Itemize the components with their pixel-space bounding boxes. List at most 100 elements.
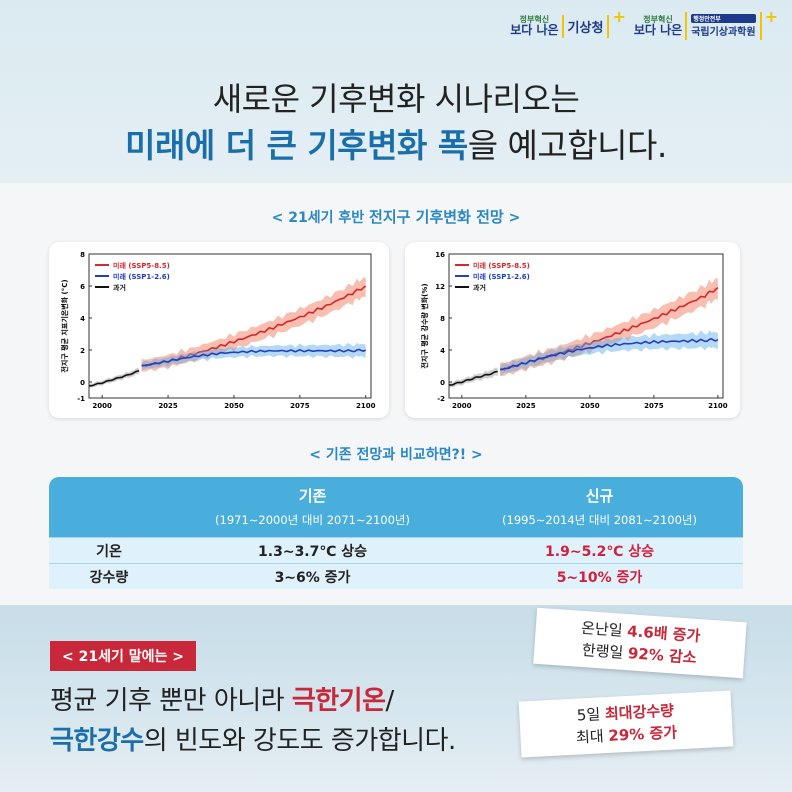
headline-line2: 미래에 더 큰 기후변화 폭을 예고합니다. xyxy=(0,119,792,167)
bracket-close: > xyxy=(508,210,521,226)
section-title-projection: < 21세기 후반 전지구 기후변화 전망 > xyxy=(0,206,792,227)
y-tick-label: 0 xyxy=(80,379,85,387)
series-line xyxy=(141,348,367,367)
legend-label: 미래 (SSP5-8.5) xyxy=(473,261,530,270)
y-tick-label: 12 xyxy=(435,283,445,291)
logo-tag: 행정안전부 xyxy=(691,14,756,23)
bottom-red-text: 극한기온 xyxy=(291,686,386,716)
series-band xyxy=(500,277,718,377)
logo-small-text: 정부혁신 xyxy=(519,15,550,24)
x-tick-label: 2000 xyxy=(92,402,112,410)
x-tick-label: 2000 xyxy=(452,402,472,410)
logo-main-text: 보다 나은 xyxy=(633,23,683,37)
note-text: 5일 xyxy=(576,705,606,725)
series-line xyxy=(499,286,719,371)
note-text: 온난일 xyxy=(580,618,628,641)
note-red-text: 4.6배 증가 xyxy=(626,622,701,646)
y-tick-label: 4 xyxy=(440,347,445,355)
y-tick-label: 16 xyxy=(435,251,445,259)
x-tick-label: 2050 xyxy=(224,402,244,410)
logo-org-text: 국립기상과학원 xyxy=(691,27,756,38)
x-tick-label: 2075 xyxy=(290,402,310,410)
y-tick-label: 6 xyxy=(80,283,85,291)
section-text: 기존 전망과 비교하면?! xyxy=(325,447,467,463)
header-band xyxy=(0,0,792,183)
row-old-value: 3∼6% 증가 xyxy=(274,569,351,586)
bottom-slash: / xyxy=(385,686,395,716)
y-tick-label: 4 xyxy=(80,315,85,323)
headline-line1: 새로운 기후변화 시나리오는 xyxy=(212,80,580,118)
max-precip-note: 5일 최대강수량 최대 29% 증가 xyxy=(518,690,734,758)
bottom-text: 의 빈도와 강도도 증가합니다. xyxy=(143,726,457,756)
legend-label: 과거 xyxy=(473,283,486,292)
legend-label: 미래 (SSP5-8.5) xyxy=(113,261,170,270)
plot-frame xyxy=(88,253,372,399)
header-new-title: 신규 xyxy=(585,487,614,505)
legend-label: 미래 (SSP1-2.6) xyxy=(473,272,530,281)
y-tick-label: -2 xyxy=(437,395,445,403)
x-tick-label: 2025 xyxy=(516,402,536,410)
bottom-line2: 극한강수의 빈도와 강도도 증가합니다. xyxy=(50,720,456,757)
table-row: 강수량 3∼6% 증가 5~10% 증가 xyxy=(49,563,743,589)
section-title-compare: < 기존 전망과 비교하면?! > xyxy=(0,444,792,464)
chart-card-temperature: -1 0 2 4 6 8 2000 2025 2050 2075 2100 전지구 평균 지표기온변화… xyxy=(49,242,389,418)
note-red-text: 29% 증가 xyxy=(607,723,678,745)
logo-org-name: 기상청 xyxy=(561,14,610,38)
header-old-title: 기존 xyxy=(298,487,327,505)
y-tick-label: 2 xyxy=(80,347,85,355)
plus-icon: + xyxy=(764,6,778,26)
x-tick-label: 2100 xyxy=(356,402,376,410)
bottom-blue-text: 극한강수 xyxy=(50,726,144,756)
table-row: 기온 1.3∼3.7℃ 상승 1.9∼5.2℃ 상승 xyxy=(49,537,743,563)
row-new-value: 1.9∼5.2℃ 상승 xyxy=(545,543,654,560)
comparison-table: 기존 (1971∼2000년 대비 2071∼2100년) 신규 (1995∼2… xyxy=(49,477,743,589)
table-header: 기존 (1971∼2000년 대비 2071∼2100년) 신규 (1995∼2… xyxy=(49,477,743,537)
precipitation-chart: -2 0 4 8 12 16 2000 2025 2050 2075 2100 전지구 평균 강수량 … xyxy=(420,251,728,410)
y-tick-label: 8 xyxy=(80,251,85,259)
y-axis-label: 전지구 평균 강수량 변화(%) xyxy=(420,283,429,368)
y-tick-label: 8 xyxy=(440,315,445,323)
header-blank xyxy=(49,477,169,537)
headline-emphasis: 미래에 더 큰 기후변화 폭 xyxy=(125,126,468,165)
logo-main-text: 보다 나은 xyxy=(510,23,559,37)
legend-label: 과거 xyxy=(113,283,126,292)
chart-card-precipitation: -2 0 4 8 12 16 2000 2025 2050 2075 2100 전지구 평균 강수량 … xyxy=(405,242,740,418)
temperature-chart: -1 0 2 4 6 8 2000 2025 2050 2075 2100 전지구 평균 지표기온변화… xyxy=(60,251,376,410)
bottom-line1: 평균 기후 뿐만 아니라 극한기온/ xyxy=(50,680,394,717)
series-line xyxy=(141,285,367,368)
row-old-value: 1.3∼3.7℃ 상승 xyxy=(258,543,367,560)
end-of-century-badge: < 21세기 말에는 > xyxy=(50,641,196,671)
header-old-sub: (1971∼2000년 대비 2071∼2100년) xyxy=(215,513,410,527)
row-label: 기온 xyxy=(96,543,122,560)
y-tick-label: 0 xyxy=(440,379,445,387)
row-label: 강수량 xyxy=(89,569,129,586)
y-axis-label: 전지구 평균 지표기온변화 (°C) xyxy=(60,279,69,372)
row-new-value: 5~10% 증가 xyxy=(556,569,643,586)
plot-frame xyxy=(448,253,724,399)
logos: 정부혁신 보다 나은 기상청 + 정부혁신 보다 나은 행정안전부 국립기상과학… xyxy=(510,7,778,40)
series-band xyxy=(141,277,366,372)
headline-rest: 을 예고합니다. xyxy=(467,126,668,165)
bracket-open: < xyxy=(271,210,284,226)
series-line xyxy=(88,370,140,387)
header-new-sub: (1995∼2014년 대비 2081∼2100년) xyxy=(502,513,697,527)
x-tick-label: 2025 xyxy=(158,402,178,410)
section-prefix: 21세기 후반 xyxy=(288,210,365,226)
note-text: 한랭일 xyxy=(581,640,629,663)
x-tick-label: 2075 xyxy=(644,402,664,410)
nims-logo: 정부혁신 보다 나은 행정안전부 국립기상과학원 + xyxy=(633,7,778,40)
x-tick-label: 2050 xyxy=(580,402,600,410)
section-strong: 전지구 기후변화 전망 xyxy=(369,208,504,226)
x-tick-label: 2100 xyxy=(708,402,728,410)
plus-icon: + xyxy=(612,6,626,26)
series-line xyxy=(499,338,719,371)
note-red-text: 최대강수량 xyxy=(604,701,675,724)
y-tick-label: -1 xyxy=(77,395,85,403)
bracket-open: < xyxy=(309,447,322,463)
kma-logo: 정부혁신 보다 나은 기상청 + xyxy=(510,7,626,38)
header-new: 신규 (1995∼2014년 대비 2081∼2100년) xyxy=(456,477,743,537)
header-old: 기존 (1971∼2000년 대비 2071∼2100년) xyxy=(169,477,456,537)
logo-small-text: 정부혁신 xyxy=(643,15,673,24)
note-red-text: 92% 감소 xyxy=(627,644,698,667)
logo-org-name: 행정안전부 국립기상과학원 xyxy=(685,12,762,40)
